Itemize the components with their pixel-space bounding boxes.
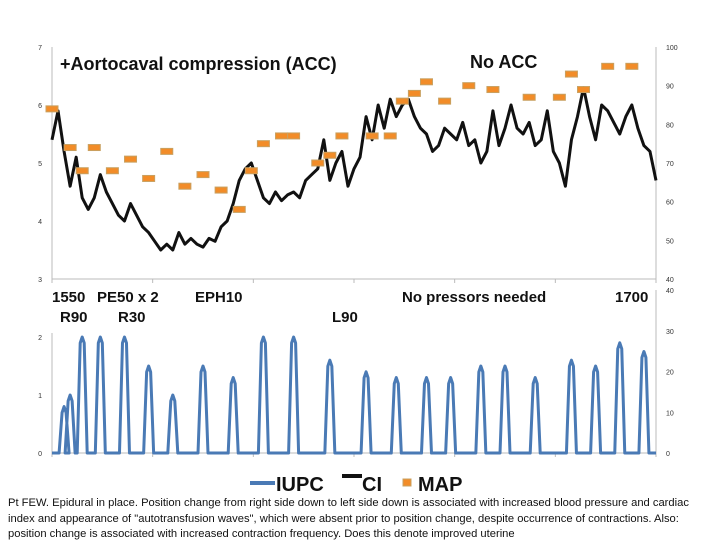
map-marker	[244, 167, 258, 175]
lower-right-tick-label: 20	[666, 370, 674, 377]
upper-right-tick-label: 80	[666, 122, 674, 129]
map-marker	[438, 97, 452, 105]
map-marker	[311, 159, 325, 167]
map-marker	[87, 144, 101, 152]
ci-line	[50, 86, 658, 252]
map-marker	[601, 62, 615, 70]
map-marker	[323, 151, 337, 159]
annotation-pe50: PE50 x 2	[97, 289, 159, 306]
map-marker	[287, 132, 301, 140]
map-marker	[124, 155, 138, 163]
map-marker	[486, 86, 500, 94]
map-marker	[383, 132, 397, 140]
upper-right-tick-label: 90	[666, 84, 674, 91]
annotation-l90: L90	[332, 309, 358, 326]
upper-left-tick-label: 4	[38, 219, 42, 226]
map-marker	[395, 97, 409, 105]
upper-right-tick-label: 50	[666, 238, 674, 245]
header-left: +Aortocaval compression (ACC)	[60, 54, 337, 74]
map-marker	[142, 174, 156, 182]
caption: Pt FEW. Epidural in place. Position chan…	[8, 497, 689, 540]
legend-map-label: MAP	[418, 474, 462, 496]
upper-right-tick-label: 60	[666, 200, 674, 207]
upper-left-tick-label: 7	[38, 45, 42, 52]
map-marker	[160, 147, 174, 155]
map-marker	[462, 82, 476, 90]
map-marker	[564, 70, 578, 78]
annotation-r30: R30	[118, 309, 146, 326]
annotation-time-start: 1550	[52, 289, 85, 306]
legend-iupc-label: IUPC	[276, 474, 324, 496]
map-marker	[335, 132, 349, 140]
lower-left-tick-label: 1	[38, 393, 42, 400]
annotation-r90: R90	[60, 309, 88, 326]
map-marker	[45, 105, 59, 113]
map-marker	[214, 186, 228, 194]
annotation-eph10: EPH10	[195, 289, 243, 306]
lower-left-tick-label: 0	[38, 451, 42, 458]
map-marker	[75, 167, 89, 175]
lower-right-tick-label: 10	[666, 410, 674, 417]
map-marker	[196, 171, 210, 179]
legend: IUPC CI MAP	[250, 474, 462, 496]
map-marker	[522, 93, 536, 101]
map-marker	[625, 62, 639, 70]
map-marker	[419, 78, 433, 86]
lower-right-tick-label: 40	[666, 288, 674, 295]
legend-map-swatch	[402, 478, 412, 487]
map-marker	[63, 144, 77, 152]
map-marker	[105, 167, 119, 175]
series-layer	[45, 62, 658, 455]
annotation-time-end: 1700	[615, 289, 648, 306]
upper-right-tick-label: 70	[666, 161, 674, 168]
lower-left-tick-label: 2	[38, 335, 42, 342]
lower-right-tick-label: 0	[666, 451, 670, 458]
map-marker	[232, 205, 246, 213]
map-marker	[407, 89, 421, 97]
map-marker	[275, 132, 289, 140]
iupc-line	[52, 335, 656, 455]
map-marker	[552, 93, 566, 101]
map-marker	[365, 132, 379, 140]
upper-left-tick-label: 5	[38, 161, 42, 168]
annotation-no-pressors: No pressors needed	[402, 289, 546, 306]
map-marker	[577, 86, 591, 94]
upper-right-tick-label: 100	[666, 45, 678, 52]
upper-left-tick-label: 6	[38, 103, 42, 110]
map-marker	[256, 140, 270, 148]
upper-right-tick-label: 40	[666, 277, 674, 284]
upper-left-tick-label: 3	[38, 277, 42, 284]
lower-right-tick-label: 30	[666, 329, 674, 336]
legend-ci-label: CI	[362, 474, 382, 496]
header-right: No ACC	[470, 52, 537, 72]
map-marker	[178, 182, 192, 190]
